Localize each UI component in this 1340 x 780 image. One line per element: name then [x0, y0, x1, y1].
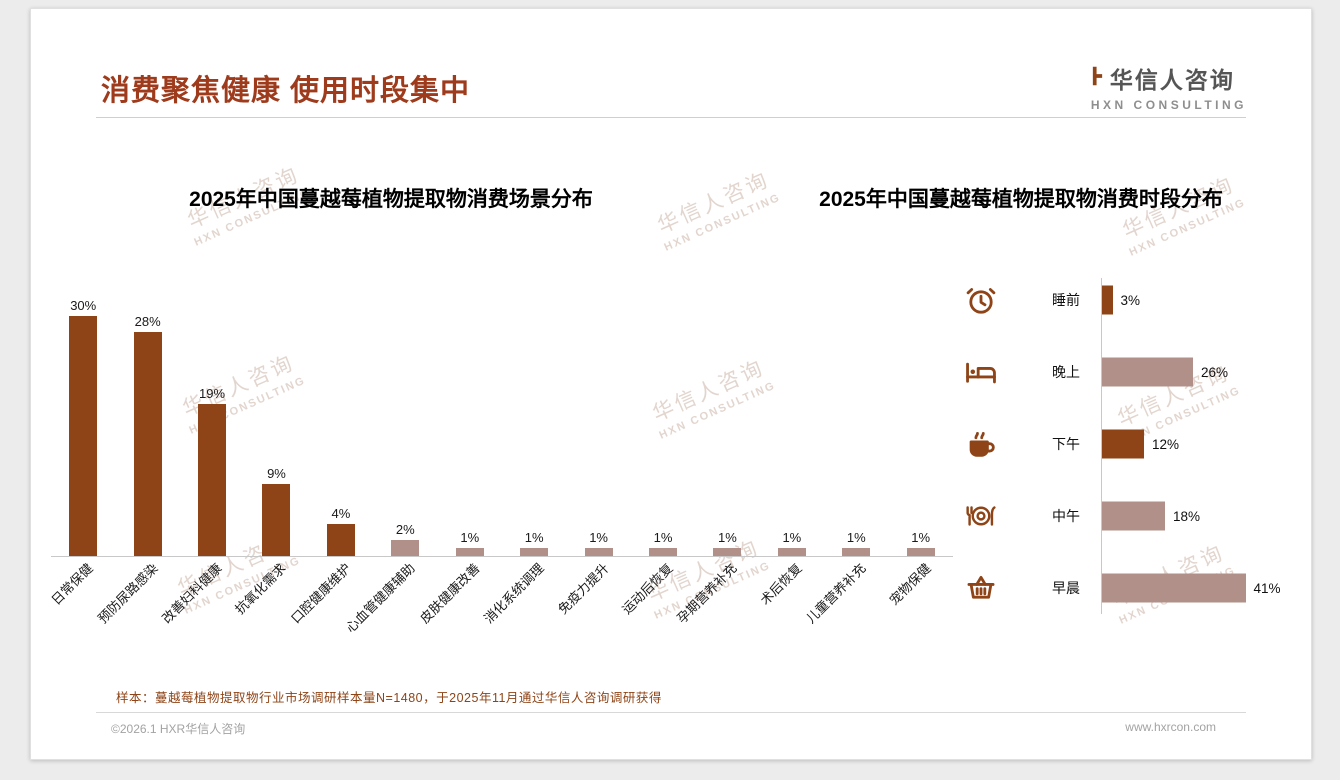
bar-value-label: 1% [782, 530, 802, 545]
bar-value-label: 2% [395, 522, 415, 537]
time-chart-axis [1101, 278, 1102, 614]
scenario-bar [842, 548, 871, 556]
logo-text-cn: 华信人咨询 [1109, 67, 1235, 93]
time-category-label: 早晨 [1052, 580, 1080, 596]
scenario-bar [133, 332, 162, 556]
time-chart-title: 2025年中国蔓越莓植物提取物消费时段分布 [819, 188, 1223, 211]
scenario-bar-group: 28% 预防尿路感染 [95, 296, 179, 626]
time-bar: 41% [1102, 573, 1281, 603]
bar-value-label: 9% [267, 466, 286, 481]
time-category-label: 下午 [1052, 436, 1080, 452]
basket-icon [964, 571, 998, 605]
bar-value-label: 1% [589, 530, 608, 545]
time-value-label: 18% [1173, 508, 1201, 524]
logo-mark-icon [1091, 64, 1104, 93]
alarm-clock-icon [964, 283, 998, 317]
scenario-bar [391, 540, 420, 556]
scenario-bar-group: 1% 免疫力提升 [555, 296, 630, 617]
scenario-bar [520, 548, 549, 556]
scenario-bar [906, 548, 935, 556]
scenario-bar [584, 548, 613, 556]
scenario-bar [326, 524, 355, 556]
scenario-bar [455, 548, 484, 556]
time-value-label: 41% [1253, 580, 1281, 596]
scenario-bar-group: 19% 改善妇科健康 [159, 296, 244, 626]
time-bar: 26% [1102, 357, 1228, 387]
scenario-chart-title: 2025年中国蔓越莓植物提取物消费场景分布 [189, 188, 593, 211]
scenario-bar-chart: 30% 日常保健 28% 预防尿路感染 19% 改善妇科健康 9% 抗氧化需求 4% 口腔健康维护… [49, 296, 953, 635]
time-category-label: 中午 [1052, 508, 1080, 524]
logo-text-en: HXN CONSULTING [1090, 98, 1247, 112]
scenario-bar [198, 404, 227, 556]
time-bar-chart: 睡前 3% 晚上 26% 下午 12% 中午 18% 早晨 41% [956, 264, 1306, 626]
bar-value-label: 1% [653, 530, 673, 545]
website-text: www.hxrcon.com [1125, 720, 1216, 734]
footer-divider [96, 712, 1246, 713]
scenario-bar-group: 1% 术后恢复 [757, 296, 824, 608]
bar-value-label: 1% [718, 530, 737, 545]
scenario-bar [649, 548, 677, 556]
bar-value-label: 1% [524, 530, 544, 545]
scenario-bar [777, 548, 806, 556]
time-row: 下午 12% [956, 408, 1306, 480]
coffee-icon [964, 427, 998, 461]
time-category-label: 晚上 [1052, 364, 1080, 380]
time-category-label: 睡前 [1052, 292, 1080, 308]
bar-value-label: 28% [134, 314, 161, 329]
time-bar: 3% [1102, 285, 1140, 315]
bar-value-label: 19% [199, 386, 226, 401]
page-title: 消费聚焦健康 使用时段集中 [101, 75, 471, 107]
scenario-bar [69, 316, 98, 556]
time-row: 早晨 41% [956, 552, 1306, 624]
scenario-bar-group: 2% 心血管健康辅助 [343, 296, 437, 635]
sample-note: 样本：蔓越莓植物提取物行业市场调研样本量N=1480，于2025年11月通过华信… [116, 691, 662, 705]
meal-icon [964, 499, 998, 533]
scenario-bar-group: 1% 宠物保健 [886, 296, 952, 608]
time-value-label: 12% [1152, 436, 1180, 452]
time-value-label: 3% [1120, 292, 1141, 308]
bar-value-label: 30% [70, 298, 97, 313]
scenario-bar-group: 9% 抗氧化需求 [233, 296, 308, 617]
time-row: 睡前 3% [956, 264, 1306, 336]
bar-value-label: 1% [911, 530, 931, 545]
copyright-text: ©2026.1 HXR华信人咨询 [111, 722, 246, 736]
header-divider [96, 117, 1246, 118]
time-bar: 12% [1102, 429, 1179, 459]
bed-icon [964, 355, 998, 389]
scenario-bar-group: 1% 皮肤健康改善 [417, 296, 502, 626]
time-row: 晚上 26% [956, 336, 1306, 408]
time-value-label: 26% [1201, 364, 1229, 380]
scenario-bar-group: 1% 儿童营养补充 [803, 296, 888, 626]
scenario-bar-group: 1% 消化系统调理 [481, 296, 566, 626]
scenario-bar-group: 1% 孕期营养补充 [674, 296, 759, 626]
scenario-bar-group: 30% 日常保健 [49, 296, 115, 608]
report-slide: 消费聚焦健康 使用时段集中 华信人咨询 HXN CONSULTING 2025年… [30, 8, 1312, 760]
bar-value-label: 1% [846, 530, 866, 545]
scenario-bar-group: 1% 运动后恢复 [619, 296, 695, 617]
bar-value-label: 1% [460, 530, 480, 545]
scenario-bar [713, 548, 742, 556]
time-row: 中午 18% [956, 480, 1306, 552]
time-bar: 18% [1102, 501, 1200, 531]
company-logo: 华信人咨询 HXN CONSULTING [1091, 61, 1247, 112]
bar-value-label: 4% [331, 506, 351, 521]
scenario-bar [262, 484, 291, 556]
scenario-bar-group: 4% 口腔健康维护 [288, 296, 373, 626]
